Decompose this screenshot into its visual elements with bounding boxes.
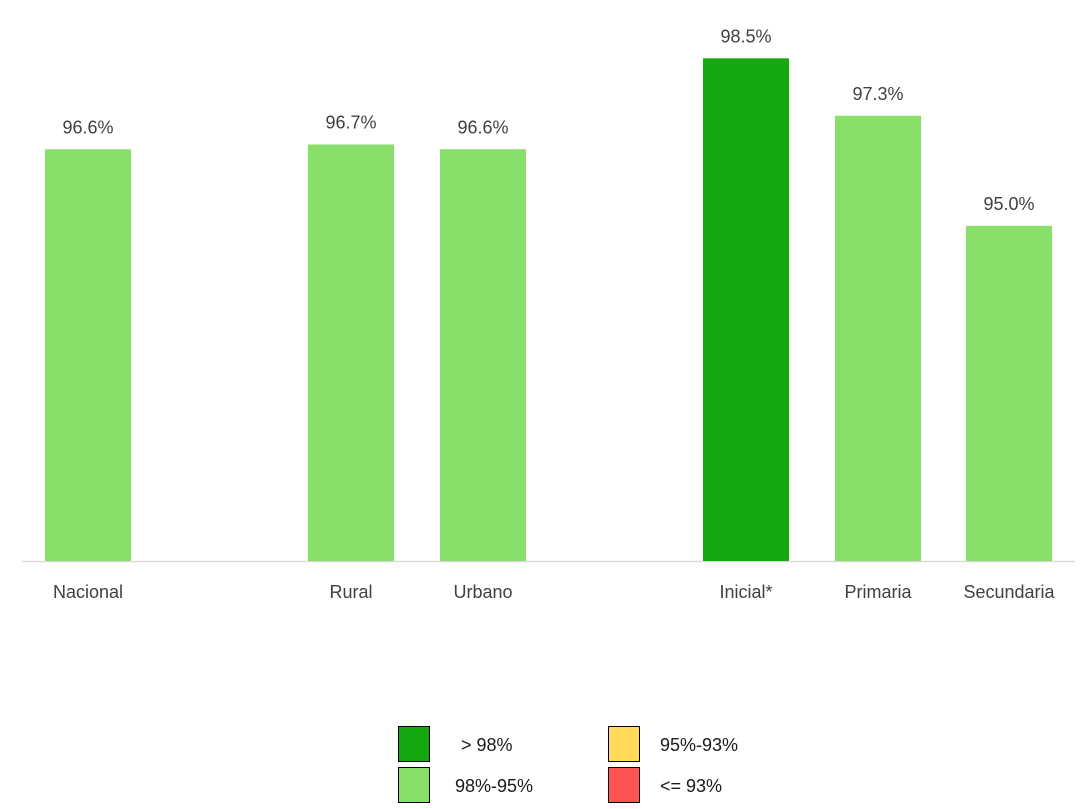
legend-label: <= 93% — [660, 776, 723, 796]
legend-swatch — [398, 767, 430, 803]
legend-label: 98%-95% — [455, 776, 534, 796]
data-label: 96.6% — [457, 117, 508, 137]
bar-inicial — [703, 58, 789, 562]
data-label: 95.0% — [983, 194, 1034, 214]
legend-label: > 98% — [461, 735, 513, 755]
data-label: 96.7% — [325, 112, 376, 132]
x-tick-label: Secundaria — [963, 582, 1055, 602]
legend-swatch — [608, 767, 640, 803]
x-tick-label: Urbano — [453, 582, 512, 602]
bar-secundaria — [966, 225, 1052, 562]
bar-rural — [308, 144, 394, 561]
x-tick-label: Nacional — [53, 582, 123, 602]
bar-nacional — [45, 149, 131, 561]
bar-primaria — [835, 115, 921, 562]
bar-chart: 96.6% Nacional 96.7% Rural 96.6% Urbano 98.5% I… — [22, 26, 1075, 602]
legend-swatch — [398, 726, 430, 762]
legend-label: 95%-93% — [660, 735, 739, 755]
x-tick-label: Inicial* — [719, 582, 772, 602]
legend-swatch — [608, 726, 640, 762]
bar-urbano — [440, 149, 526, 561]
data-label: 97.3% — [852, 84, 903, 104]
x-tick-label: Primaria — [844, 582, 912, 602]
x-tick-label: Rural — [329, 582, 372, 602]
data-label: 98.5% — [720, 26, 771, 46]
data-label: 96.6% — [62, 117, 113, 137]
